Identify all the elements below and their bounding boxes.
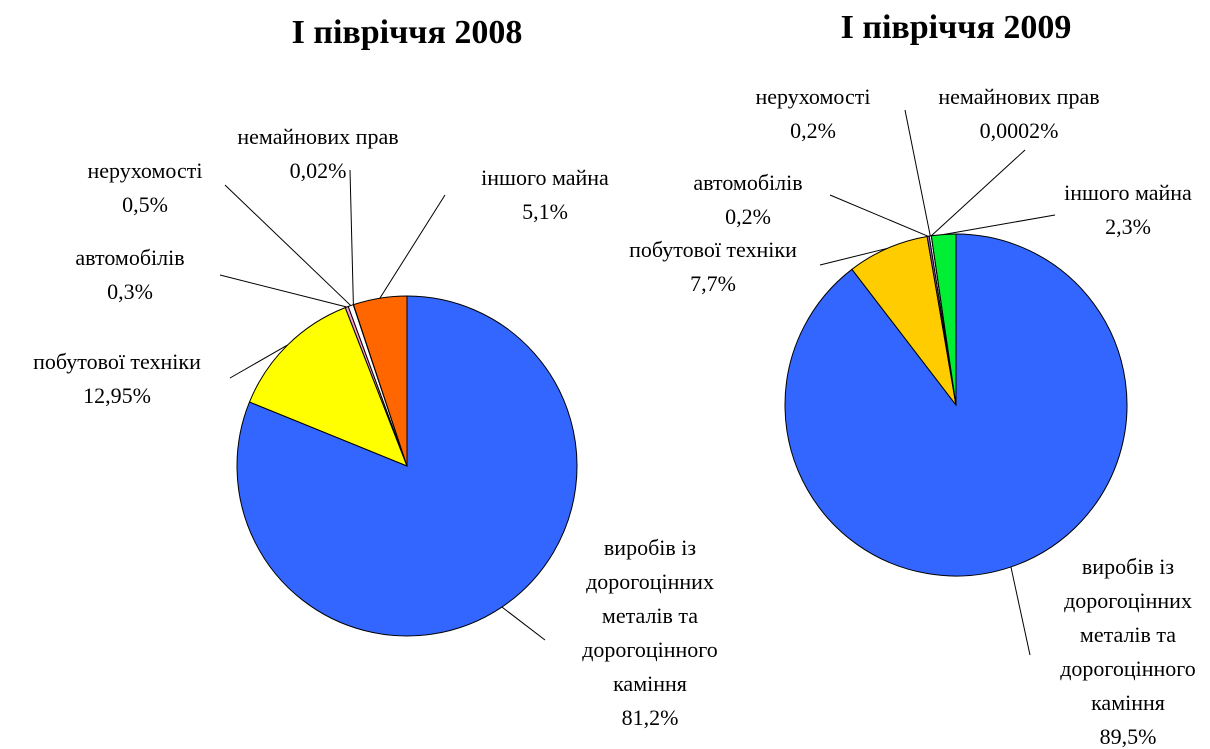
value-label: 0,5% xyxy=(122,192,168,217)
leader-line xyxy=(904,109,931,237)
chart-title: І півріччя 2009 xyxy=(840,9,1072,46)
category-label: іншого майна xyxy=(481,165,609,190)
value-label: 0,2% xyxy=(790,118,836,143)
value-label: 89,5% xyxy=(1099,724,1157,749)
value-label: 0,3% xyxy=(107,279,153,304)
data-label: нерухомості 0,2% xyxy=(703,80,923,148)
leader-line xyxy=(349,169,354,305)
chart-title: І півріччя 2008 xyxy=(291,14,523,51)
leader-line xyxy=(219,274,347,308)
value-label: 12,95% xyxy=(83,383,151,408)
data-label: побутової техніки 7,7% xyxy=(593,233,833,301)
leader-line xyxy=(224,184,352,306)
category-label: нерухомості xyxy=(755,84,871,109)
leader-line xyxy=(943,214,1056,235)
category-label: автомобілів xyxy=(75,245,185,270)
data-label: виробів із дорогоцінних металів та дорог… xyxy=(1043,550,1210,749)
value-label: 81,2% xyxy=(621,705,679,730)
leader-line xyxy=(829,194,929,237)
data-label: автомобілів 0,2% xyxy=(638,166,858,234)
category-label: побутової техніки xyxy=(33,349,201,374)
data-label: виробів із дорогоцінних металів та дорог… xyxy=(565,531,735,735)
category-label: виробів із дорогоцінних металів та дорог… xyxy=(1060,554,1196,715)
category-label: нерухомості xyxy=(87,158,203,183)
value-label: 0,2% xyxy=(725,204,771,229)
value-label: 0,0002% xyxy=(979,118,1059,143)
value-label: 7,7% xyxy=(690,271,736,296)
data-label: нерухомості 0,5% xyxy=(35,154,255,222)
data-label: немайнових прав 0,02% xyxy=(208,120,428,188)
data-label: автомобілів 0,3% xyxy=(20,241,240,309)
category-label: виробів із дорогоцінних металів та дорог… xyxy=(582,535,718,696)
category-label: побутової техніки xyxy=(629,237,797,262)
leader-line xyxy=(1010,566,1031,656)
leader-line xyxy=(379,194,446,299)
value-label: 2,3% xyxy=(1105,214,1151,239)
leader-line xyxy=(501,606,546,641)
pie-slice xyxy=(352,295,408,467)
leader-line xyxy=(819,247,888,266)
data-label: побутової техніки 12,95% xyxy=(0,345,237,413)
leader-line xyxy=(931,149,1026,237)
value-label: 0,02% xyxy=(289,158,347,183)
category-label: іншого майна xyxy=(1064,180,1192,205)
category-label: немайнових прав xyxy=(237,124,399,149)
data-label: іншого майна 2,3% xyxy=(1018,176,1210,244)
category-label: автомобілів xyxy=(693,170,803,195)
category-label: немайнових прав xyxy=(938,84,1100,109)
pie-slice xyxy=(248,306,408,467)
value-label: 5,1% xyxy=(522,199,568,224)
leader-line xyxy=(229,344,288,379)
data-label: іншого майна 5,1% xyxy=(435,161,655,229)
data-label: немайнових прав 0,0002% xyxy=(909,80,1129,148)
pie-slice xyxy=(236,295,578,637)
